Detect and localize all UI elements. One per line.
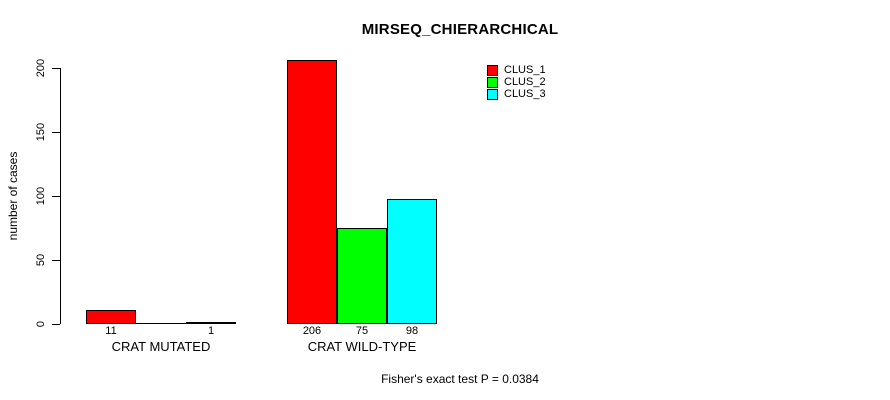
bar-clus-3: [387, 199, 437, 324]
legend-item: CLUS_1: [487, 65, 546, 76]
bar-value-label: 75: [355, 325, 369, 337]
y-tick-mark: [52, 260, 60, 261]
legend-swatch-icon: [487, 89, 498, 100]
bar-clus-2: [337, 228, 387, 324]
y-tick-label: 150: [35, 122, 47, 142]
bar-value-label: 98: [405, 325, 419, 337]
legend-label: CLUS_1: [504, 64, 546, 76]
y-tick-label: 0: [35, 320, 47, 328]
legend: CLUS_1 CLUS_2 CLUS_3: [487, 65, 546, 100]
y-tick-mark: [52, 324, 60, 325]
bar-clus-1: [86, 310, 136, 324]
legend-item: CLUS_3: [487, 89, 546, 100]
chart-title: MIRSEQ_CHIERARCHICAL: [361, 21, 559, 38]
bar-value-label: 1: [207, 325, 215, 337]
legend-swatch-icon: [487, 77, 498, 88]
bar-value-label: 206: [302, 325, 322, 337]
y-tick-label: 100: [35, 186, 47, 206]
bar-value-label: 11: [105, 325, 117, 337]
legend-item: CLUS_2: [487, 77, 546, 88]
x-group-label: CRAT MUTATED: [111, 339, 211, 354]
legend-label: CLUS_2: [504, 76, 546, 88]
y-tick-mark: [52, 132, 60, 133]
y-tick-label: 200: [35, 58, 47, 78]
y-axis-line: [60, 68, 61, 324]
y-tick-label: 50: [35, 253, 47, 267]
bar-clus-3: [186, 322, 236, 324]
legend-label: CLUS_3: [504, 88, 546, 100]
x-group-label: CRAT WILD-TYPE: [307, 339, 417, 354]
y-tick-mark: [52, 196, 60, 197]
legend-swatch-icon: [487, 65, 498, 76]
footnote-pvalue: Fisher's exact test P = 0.0384: [381, 372, 539, 386]
y-tick-mark: [52, 68, 60, 69]
bar-clus-2: [136, 323, 186, 324]
bar-clus-1: [287, 60, 337, 324]
